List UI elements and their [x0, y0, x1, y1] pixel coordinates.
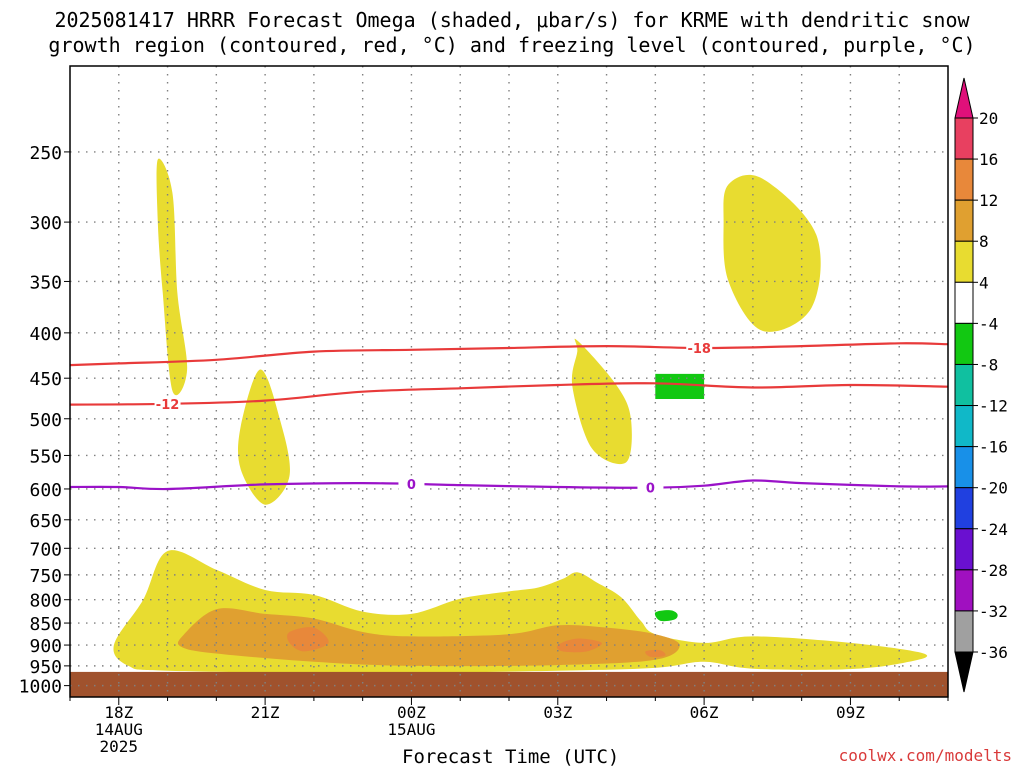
x-tick-label-06Z: 06Z	[690, 703, 719, 722]
contour-label--18: -18	[687, 342, 711, 357]
grid	[70, 66, 948, 697]
omega-region-4	[723, 174, 821, 332]
y-tick-label-900: 900	[29, 636, 62, 657]
colorbar-segment-11	[954, 528, 974, 571]
colorbar-label--4: -4	[979, 314, 998, 333]
y-tick-label-400: 400	[29, 324, 62, 345]
omega-region-10	[655, 373, 705, 399]
contour-line-0	[70, 479, 948, 491]
y-tick-label-800: 800	[29, 591, 62, 612]
colorbar-label--24: -24	[979, 520, 1008, 539]
colorbar-label-16: 16	[979, 150, 998, 169]
y-tick-label-950: 950	[29, 657, 62, 678]
contour-label-0: 0	[646, 482, 655, 497]
omega-region-3	[571, 338, 632, 465]
omega-region-9	[645, 649, 666, 658]
colorbar-segment-6	[954, 322, 974, 365]
contour-line--18	[70, 342, 948, 367]
x-tick-label-14AUG: 14AUG	[95, 720, 143, 739]
y-tick-label-600: 600	[29, 480, 62, 501]
colorbar-label--32: -32	[979, 602, 1008, 621]
contour-label-bg	[637, 479, 664, 496]
y-tick-label-500: 500	[29, 410, 62, 431]
omega-region-2	[237, 369, 290, 505]
y-tick-label-250: 250	[29, 143, 62, 164]
colorbar-top-arrow	[954, 77, 974, 119]
colorbar-segment-3	[954, 199, 974, 242]
chart-title: 2025081417 HRRR Forecast Omega (shaded, …	[0, 8, 1024, 58]
omega-region-11	[654, 610, 678, 622]
x-tick-label-09Z: 09Z	[836, 703, 865, 722]
contour-label-0: 0	[407, 478, 416, 493]
contours: -18 -12 0 0	[70, 339, 948, 497]
colorbar-segment-8	[954, 405, 974, 448]
x-tick-label-00Z: 00Z	[397, 703, 426, 722]
x-tick-label-03Z: 03Z	[543, 703, 572, 722]
contour-label-bg	[154, 395, 181, 412]
x-tick-label-21Z: 21Z	[251, 703, 280, 722]
y-tick-label-850: 850	[29, 614, 62, 635]
y-tick-label-450: 450	[29, 369, 62, 390]
contour-label-bg	[686, 339, 713, 356]
x-tick-label-15AUG: 15AUG	[387, 720, 435, 739]
colorbar-label--16: -16	[979, 438, 1008, 457]
x-tick-label-2025: 2025	[100, 737, 139, 756]
colorbar-label--28: -28	[979, 561, 1008, 580]
colorbar-segment-1	[954, 117, 974, 160]
colorbar: 20 16 12 8 4 -4 -8 -12 -16 -20 -24 -28 -32 -36	[954, 77, 1008, 693]
omega-region-8	[556, 638, 602, 653]
y-tick-label-750: 750	[29, 566, 62, 587]
title-line-2: growth region (contoured, red, °C) and f…	[48, 33, 976, 57]
colorbar-segment-13	[954, 610, 974, 653]
contour-label-bg	[398, 476, 425, 493]
colorbar-segment-4	[954, 240, 974, 283]
colorbar-segment-12	[954, 569, 974, 612]
y-tick-label-300: 300	[29, 213, 62, 234]
colorbar-segment-7	[954, 363, 974, 407]
ground-surface	[70, 671, 948, 697]
colorbar-segment-9	[954, 446, 974, 489]
colorbar-label--8: -8	[979, 355, 998, 374]
colorbar-label-8: 8	[979, 232, 989, 251]
colorbar-segment-5	[954, 281, 974, 324]
colorbar-label-12: 12	[979, 191, 998, 210]
colorbar-label-4: 4	[979, 273, 989, 292]
x-tick-label-18Z: 18Z	[104, 703, 133, 722]
colorbar-label-20: 20	[979, 109, 998, 128]
x-axis-title: Forecast Time (UTC)	[402, 746, 620, 768]
colorbar-label--36: -36	[979, 643, 1008, 662]
contour-line--12	[70, 382, 948, 406]
plot-area	[70, 158, 948, 697]
omega-region-1	[156, 158, 188, 396]
axes: 2503003504004505005506006507007508008509…	[19, 65, 949, 756]
colorbar-segment-10	[954, 487, 974, 530]
colorbar-segment-2	[954, 158, 974, 201]
title-line-1: 2025081417 HRRR Forecast Omega (shaded, …	[54, 8, 970, 32]
y-tick-label-650: 650	[29, 511, 62, 532]
contour-label--12: -12	[156, 398, 180, 413]
y-tick-label-1000: 1000	[19, 677, 62, 698]
colorbar-bottom-arrow	[954, 651, 974, 693]
colorbar-label--20: -20	[979, 479, 1008, 498]
y-tick-label-700: 700	[29, 539, 62, 560]
y-tick-label-350: 350	[29, 272, 62, 293]
credit-link[interactable]: coolwx.com/modelts	[838, 746, 1012, 765]
colorbar-label--12: -12	[979, 397, 1008, 416]
y-tick-label-550: 550	[29, 446, 62, 467]
